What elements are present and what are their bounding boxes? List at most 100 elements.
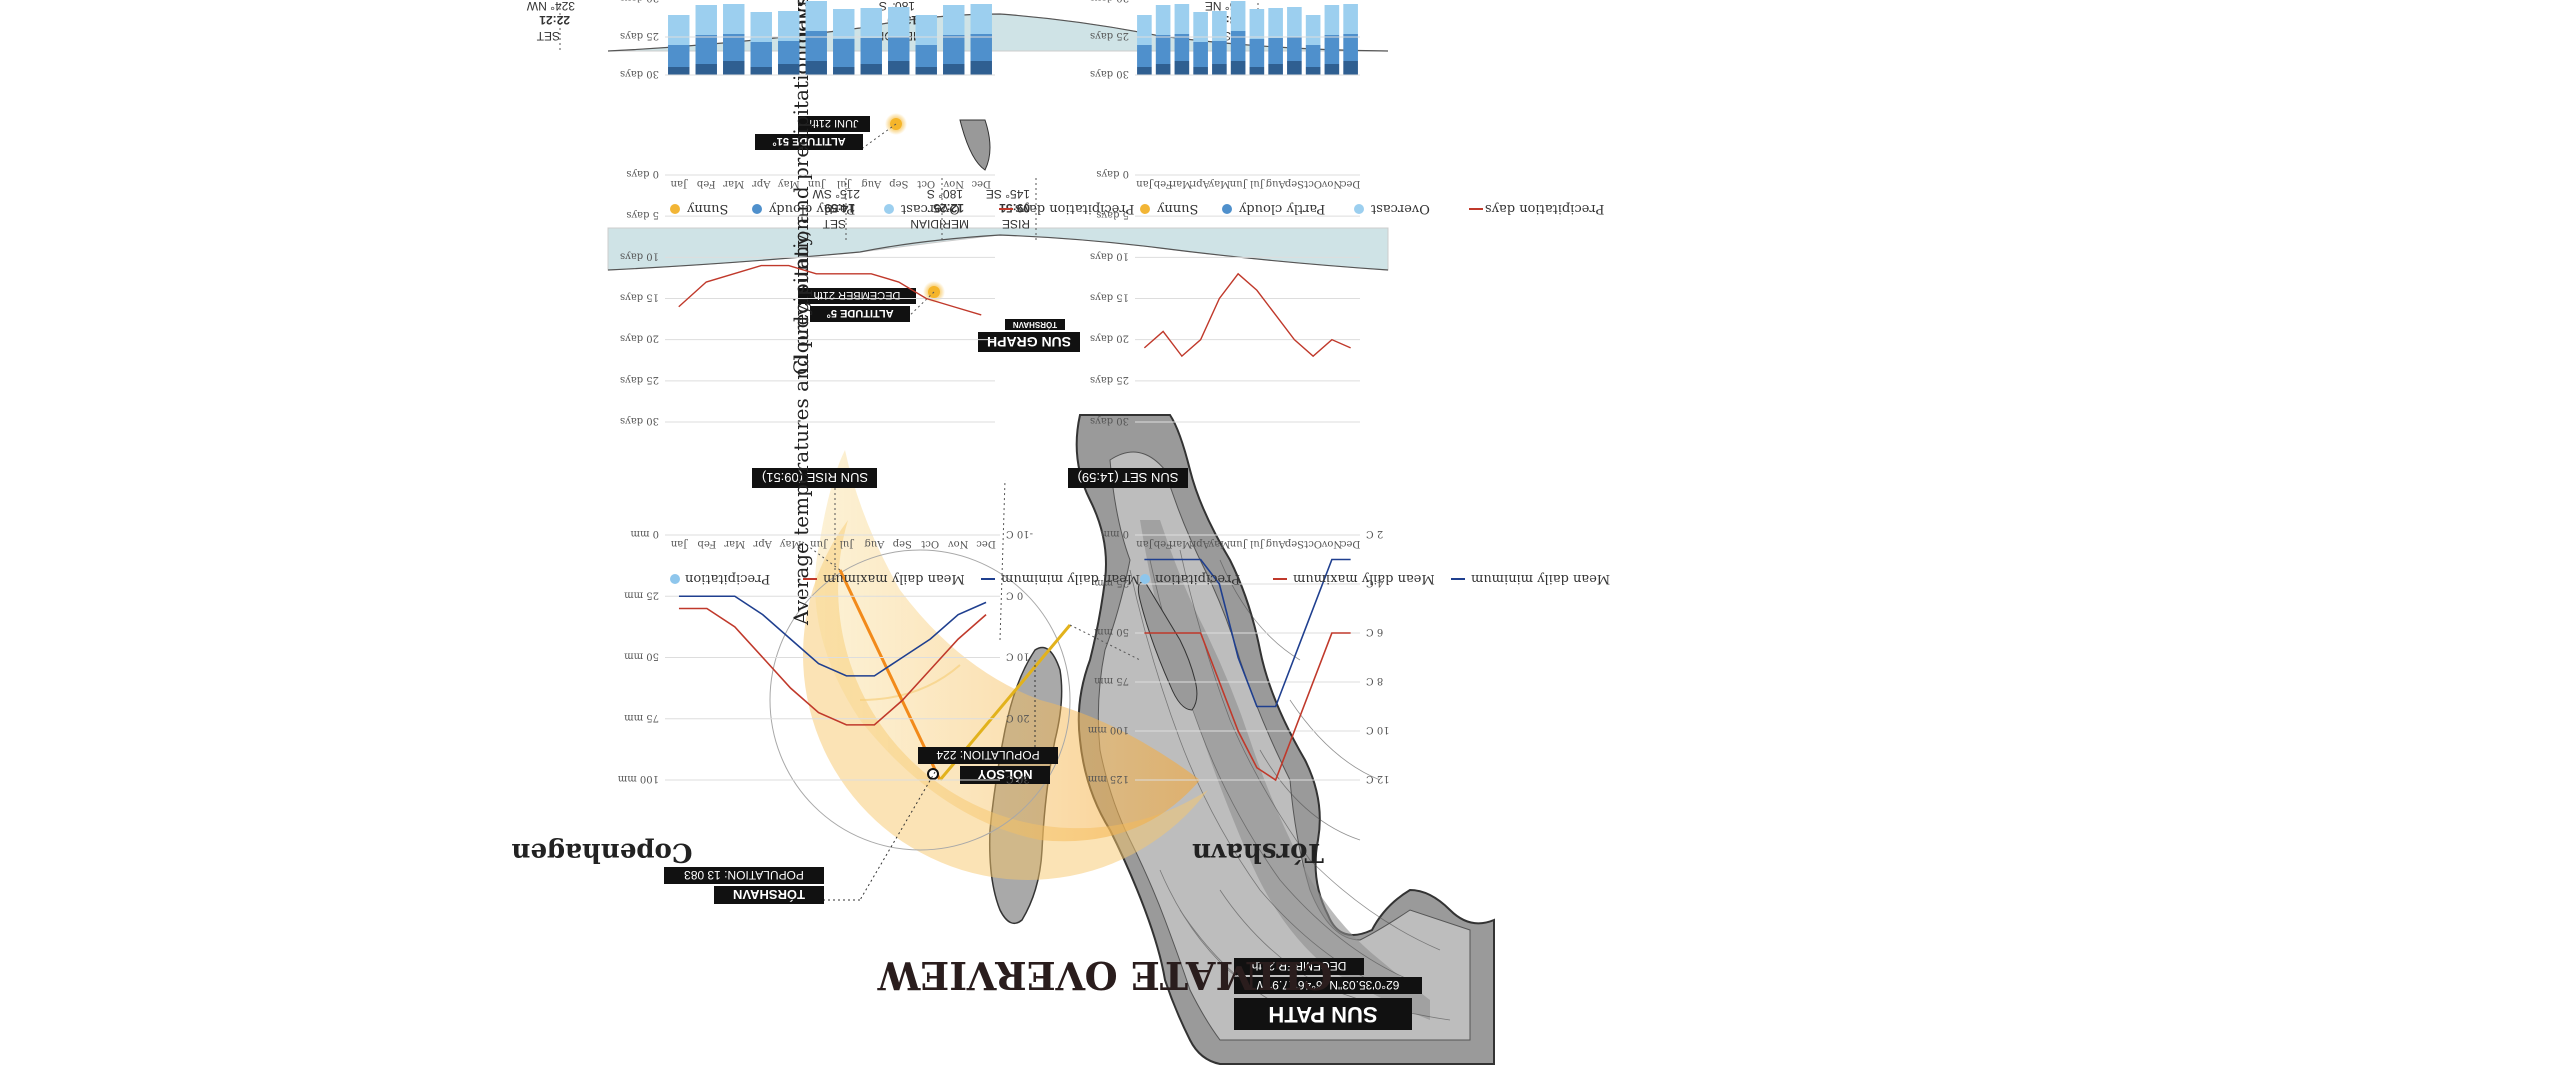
month-tick: Nov xyxy=(943,178,964,189)
month-tick: Jan xyxy=(670,538,688,549)
min-temp-line xyxy=(1144,558,1351,708)
month-tick: Jun xyxy=(807,178,825,189)
svg-text:DECEMBER 21th: DECEMBER 21th xyxy=(814,289,901,301)
partial-bar xyxy=(915,45,937,67)
sun-graph-subtitle: TÓRSHAVN xyxy=(1013,320,1058,329)
month-tick: Apr xyxy=(1191,178,1211,189)
month-tick: Mar xyxy=(1171,178,1192,189)
legend-min: Mean daily minimum xyxy=(1001,571,1140,586)
partial-bar xyxy=(833,67,855,75)
partial-bar xyxy=(668,15,690,45)
dec-altitude-label: ALTITUDE 5° DECEMBER 21th xyxy=(798,288,916,322)
y-tick-c: 4 C xyxy=(1366,577,1384,588)
y-tick-days: 15 days xyxy=(620,292,659,303)
y-tick-c: 20 C xyxy=(1006,712,1030,723)
dec-times: RISE 09:51 145° SE MERIDIAN 12:25 180° S… xyxy=(812,187,1030,231)
y-tick-days: 25 days xyxy=(620,30,659,41)
partial-bar xyxy=(1287,7,1302,37)
y-tick-mm: 25 mm xyxy=(624,589,659,600)
max-temp-line xyxy=(678,607,987,726)
y-tick-days: 30 days xyxy=(1090,415,1129,426)
month-tick: Feb xyxy=(697,178,716,189)
month-tick: Jan xyxy=(1136,538,1154,549)
y-tick-days: 0 days xyxy=(1096,168,1129,179)
y-tick-days: 15 days xyxy=(1090,292,1129,303)
partial-bar xyxy=(970,34,992,61)
svg-text:MERIDIAN: MERIDIAN xyxy=(910,217,969,231)
legend-precip: Precipitation xyxy=(1154,571,1240,586)
y-tick-c: 2 C xyxy=(1366,528,1384,539)
sun-rise-label: SUN RISE (09:51) xyxy=(752,468,877,488)
month-tick: Oct xyxy=(1304,178,1322,189)
month-tick: Jul xyxy=(1250,538,1265,549)
month-tick: Nov xyxy=(1321,538,1342,549)
partial-bar xyxy=(1287,61,1302,75)
svg-text:22:21: 22:21 xyxy=(539,13,570,27)
partial-bar xyxy=(943,64,965,75)
partial-bar xyxy=(778,41,800,64)
partial-bar xyxy=(1174,4,1190,34)
y-tick-c: 12 C xyxy=(1366,773,1390,784)
month-tick: Mar xyxy=(724,538,745,549)
y-tick-days: 25 days xyxy=(1090,30,1129,41)
partial-bar xyxy=(1212,64,1227,75)
month-tick: Feb xyxy=(698,538,717,549)
partial-bar xyxy=(1343,61,1358,75)
legend-max: Mean daily maximum xyxy=(1293,571,1435,586)
y-tick-mm: 100 mm xyxy=(617,773,659,784)
svg-text:JUNI 21th: JUNI 21th xyxy=(810,117,859,129)
island-south-tip xyxy=(959,119,991,171)
partial-bar xyxy=(1268,38,1283,64)
chart-torshavn-third: 30 days 25 days 20 days xyxy=(1090,0,1360,79)
y-tick-days: 20 days xyxy=(1090,0,1129,3)
partial-bar xyxy=(915,67,937,75)
month-tick: May xyxy=(779,538,801,549)
month-tick: Jun xyxy=(810,538,828,549)
month-tick: Dec xyxy=(1340,538,1360,549)
y-tick-days: 25 days xyxy=(620,374,659,385)
legend-label: Partly cloudy xyxy=(768,201,855,216)
partial-bar xyxy=(888,61,910,75)
island-main-core xyxy=(1140,520,1430,1020)
chart-copenhagen-temperature: 0 mm 25 mm 50 mm 75 mm 100 mm -10 C 0 C 10 C 20 … xyxy=(617,528,1140,784)
partial-bar xyxy=(1212,41,1227,64)
sun-dial-circle xyxy=(769,549,1071,851)
y-tick-mm: 75 mm xyxy=(624,712,659,723)
y-tick-c: 0 C xyxy=(1006,589,1024,600)
sun-set-label: SUN SET (14:59) xyxy=(1068,468,1188,488)
partial-bar xyxy=(1343,4,1358,34)
set-leader xyxy=(1069,624,1141,661)
month-tick: Jan xyxy=(670,178,688,189)
y-tick-days: 20 days xyxy=(620,333,659,344)
month-tick: May xyxy=(1208,538,1230,549)
legend-label: Partly cloudy xyxy=(1238,201,1325,216)
y-tick-mm: 125 mm xyxy=(1087,773,1129,784)
max-temp-line xyxy=(1144,632,1351,782)
partial-bar xyxy=(1230,61,1246,75)
partial-bar xyxy=(805,61,827,75)
partial-bar xyxy=(970,4,992,34)
month-tick: Nov xyxy=(948,538,969,549)
month-tick: Jan xyxy=(1136,178,1154,189)
partial-bar xyxy=(695,5,717,35)
svg-text:ALTITUDE 51°: ALTITUDE 51° xyxy=(772,135,845,147)
y-tick-days: 10 days xyxy=(620,250,659,261)
partial-bar xyxy=(1155,5,1171,35)
month-tick: Sep xyxy=(893,538,912,549)
y-tick-days: 30 days xyxy=(620,68,659,79)
partial-bar xyxy=(1268,8,1283,38)
partial-bar xyxy=(750,67,772,75)
partial-bar xyxy=(1249,67,1265,75)
svg-text:324° NW: 324° NW xyxy=(526,0,575,13)
partial-bar xyxy=(1193,12,1208,42)
y-tick-days: 30 days xyxy=(620,415,659,426)
partial-bar xyxy=(1193,42,1208,67)
svg-text:POPULATION: 13 083: POPULATION: 13 083 xyxy=(684,868,804,882)
jun-altitude-label: ALTITUDE 51° JUNI 21th xyxy=(755,116,870,150)
legend-label: Overcast xyxy=(1370,201,1430,216)
partial-bar xyxy=(1230,31,1246,61)
month-tick: Dec xyxy=(976,538,996,549)
partial-bar xyxy=(668,45,690,67)
dec-sun-curve xyxy=(607,234,1389,271)
partial-bar xyxy=(1212,11,1227,41)
